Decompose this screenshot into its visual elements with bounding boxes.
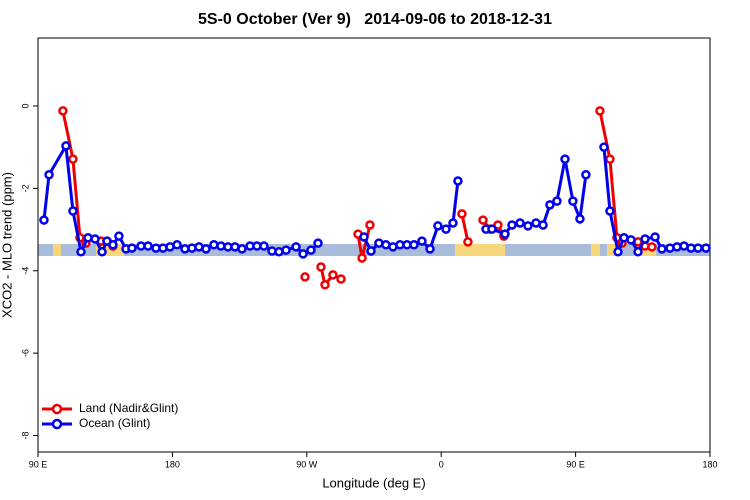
data-point bbox=[515, 218, 525, 228]
y-tick-label: -4 bbox=[20, 267, 30, 275]
data-point bbox=[366, 246, 376, 256]
data-point bbox=[633, 247, 643, 257]
data-point bbox=[433, 221, 443, 231]
data-point bbox=[647, 242, 657, 252]
y-tick-label: -6 bbox=[20, 349, 30, 357]
data-point bbox=[453, 176, 463, 186]
data-point bbox=[68, 154, 78, 164]
data-point bbox=[595, 106, 605, 116]
legend-swatch-marker bbox=[51, 418, 63, 430]
legend-swatch-marker bbox=[51, 403, 63, 415]
land-band bbox=[591, 244, 600, 256]
data-point bbox=[545, 200, 555, 210]
data-point bbox=[463, 237, 473, 247]
x-axis-label: Longitude (deg E) bbox=[322, 475, 425, 490]
data-point bbox=[568, 196, 578, 206]
x-tick-label: 0 bbox=[439, 459, 444, 469]
data-point bbox=[478, 215, 488, 225]
data-point bbox=[409, 240, 419, 250]
data-point bbox=[500, 229, 510, 239]
plot-frame bbox=[37, 37, 711, 453]
x-tick-label: 180 bbox=[165, 459, 180, 469]
data-point bbox=[306, 245, 316, 255]
data-point bbox=[44, 170, 54, 180]
data-point bbox=[693, 243, 703, 253]
data-point bbox=[650, 232, 660, 242]
data-point bbox=[201, 244, 211, 254]
data-point bbox=[237, 244, 247, 254]
data-point bbox=[487, 224, 497, 234]
data-point bbox=[127, 243, 137, 253]
data-point bbox=[61, 141, 71, 151]
y-axis-label: XCO2 - MLO trend (ppm) bbox=[0, 172, 14, 318]
legend: Land (Nadir&Glint)Ocean (Glint) bbox=[42, 401, 178, 430]
data-point bbox=[507, 220, 517, 230]
data-point bbox=[108, 240, 118, 250]
data-point bbox=[441, 224, 451, 234]
data-point bbox=[657, 244, 667, 254]
data-point bbox=[523, 221, 533, 231]
y-tick-label: -8 bbox=[20, 432, 30, 440]
data-point bbox=[291, 242, 301, 252]
data-point bbox=[357, 253, 367, 263]
data-point bbox=[560, 154, 570, 164]
data-point bbox=[605, 206, 615, 216]
y-tick-label: -2 bbox=[20, 184, 30, 192]
chart-title: 5S-0 October (Ver 9) 2014-09-06 to 2018-… bbox=[198, 11, 552, 28]
data-point bbox=[605, 154, 615, 164]
data-point bbox=[68, 206, 78, 216]
data-point bbox=[701, 243, 711, 253]
data-point bbox=[599, 142, 609, 152]
data-point bbox=[114, 231, 124, 241]
data-point bbox=[328, 270, 338, 280]
data-point bbox=[425, 244, 435, 254]
data-point bbox=[575, 214, 585, 224]
data-point bbox=[448, 218, 458, 228]
data-point bbox=[640, 234, 650, 244]
data-point bbox=[552, 196, 562, 206]
data-point bbox=[281, 245, 291, 255]
legend-label: Ocean (Glint) bbox=[79, 416, 150, 430]
data-point bbox=[493, 220, 503, 230]
data-point bbox=[76, 247, 86, 257]
data-point bbox=[626, 235, 636, 245]
data-point bbox=[58, 106, 68, 116]
data-point bbox=[581, 170, 591, 180]
data-point bbox=[538, 220, 548, 230]
legend-label: Land (Nadir&Glint) bbox=[79, 401, 178, 415]
data-point bbox=[39, 215, 49, 225]
x-tick-label: 180 bbox=[702, 459, 717, 469]
data-point bbox=[359, 232, 369, 242]
land-band bbox=[53, 244, 61, 256]
data-point bbox=[457, 209, 467, 219]
data-point bbox=[259, 241, 269, 251]
data-point bbox=[90, 234, 100, 244]
data-point bbox=[172, 240, 182, 250]
data-point bbox=[97, 247, 107, 257]
data-point bbox=[313, 238, 323, 248]
data-point bbox=[300, 272, 310, 282]
data-point bbox=[417, 236, 427, 246]
x-tick-label: 90 W bbox=[296, 459, 318, 469]
data-point bbox=[336, 274, 346, 284]
data-point bbox=[613, 247, 623, 257]
data-point bbox=[143, 241, 153, 251]
series-line bbox=[460, 213, 470, 243]
y-tick-label: 0 bbox=[20, 103, 30, 108]
data-point bbox=[320, 280, 330, 290]
data-point bbox=[365, 220, 375, 230]
x-tick-label: 90 E bbox=[29, 459, 48, 469]
data-point bbox=[316, 262, 326, 272]
land-band bbox=[455, 244, 505, 256]
data-point bbox=[298, 249, 308, 259]
x-tick-label: 90 E bbox=[566, 459, 585, 469]
